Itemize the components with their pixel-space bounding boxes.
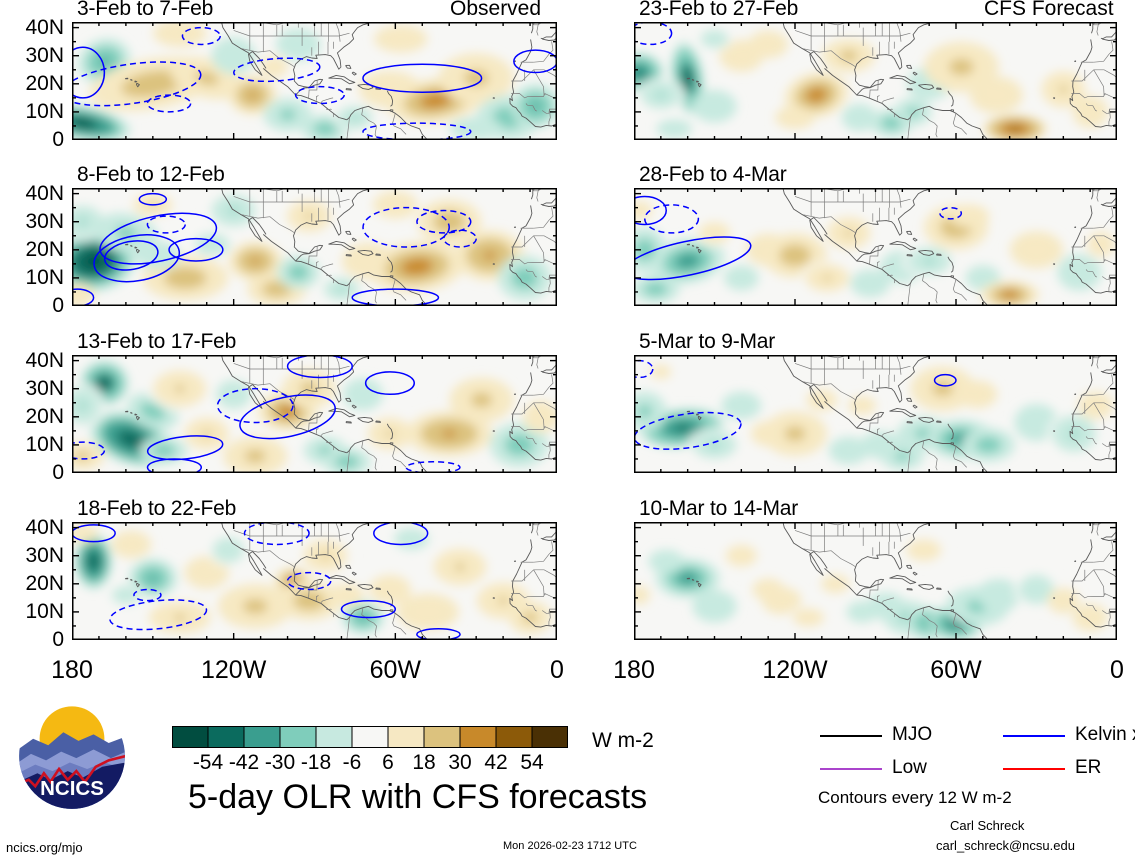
legend-label: Kelvin x2 xyxy=(1075,724,1135,745)
main-title: 5-day OLR with CFS forecasts xyxy=(188,778,648,816)
colorbar-units: W m-2 xyxy=(592,729,654,752)
panel-title-p7: 5-Mar to 9-Mar xyxy=(639,330,776,353)
panel-title-p6: 28-Feb to 4-Mar xyxy=(639,163,787,186)
x-tick-label: 0 xyxy=(550,656,564,684)
panel-title-p8: 10-Mar to 14-Mar xyxy=(639,497,799,520)
y-tick-label: 0 xyxy=(52,461,64,484)
column-header-cfs-forecast: CFS Forecast xyxy=(984,0,1114,20)
y-tick-label: 30N xyxy=(25,43,64,67)
legend-line-er xyxy=(1003,768,1065,770)
x-tick-label: 180 xyxy=(51,656,93,684)
map-panel-p5 xyxy=(634,22,1117,140)
y-tick-label: 20N xyxy=(25,571,64,595)
y-tick-label: 0 xyxy=(52,628,64,651)
panel-title-p1: 3-Feb to 7-Feb xyxy=(77,0,214,20)
y-tick-label: 10N xyxy=(25,599,64,623)
colorbar-tick-label: 6 xyxy=(382,751,394,774)
x-tick-label: 60W xyxy=(930,656,982,684)
panel-title-p5: 23-Feb to 27-Feb xyxy=(639,0,799,20)
map-canvas-p6 xyxy=(634,188,1117,306)
colorbar-tick-label: 18 xyxy=(412,751,436,774)
ncics-logo: NCICS xyxy=(18,702,126,810)
colorbar-tick-label: -18 xyxy=(300,751,332,774)
legend-line-kelvin-x2 xyxy=(1003,735,1065,737)
map-panel-p7 xyxy=(634,355,1117,473)
colorbar-tick-label: -42 xyxy=(228,751,260,774)
panel-title-p2: 8-Feb to 12-Feb xyxy=(77,163,225,186)
legend-line-mjo xyxy=(820,735,882,737)
x-tick-label: 180 xyxy=(613,656,655,684)
map-canvas-p5 xyxy=(634,22,1117,140)
y-tick-label: 0 xyxy=(52,294,64,317)
y-tick-label: 40N xyxy=(25,515,64,539)
x-tick-label: 120W xyxy=(201,656,267,684)
colorbar-tick-label: -30 xyxy=(264,751,296,774)
y-tick-label: 20N xyxy=(25,237,64,261)
x-tick-label: 60W xyxy=(369,656,422,684)
y-tick-label: 20N xyxy=(25,71,64,95)
colorbar-tick-label: -6 xyxy=(342,751,362,774)
map-panel-p1 xyxy=(72,22,557,140)
y-tick-label: 30N xyxy=(25,376,64,400)
colorbar xyxy=(172,726,568,748)
author-email: carl_schreck@ncsu.edu xyxy=(936,838,1075,853)
site-url[interactable]: ncics.org/mjo xyxy=(6,840,83,855)
panel-title-p3: 13-Feb to 17-Feb xyxy=(77,330,237,353)
legend-label: Low xyxy=(892,757,927,778)
colorbar-tick-label: -54 xyxy=(192,751,224,774)
contour-interval-note: Contours every 12 W m-2 xyxy=(818,788,1012,807)
map-canvas-p8 xyxy=(634,522,1117,640)
legend-label: ER xyxy=(1075,757,1102,778)
legend-line-low xyxy=(820,768,882,770)
x-tick-label: 0 xyxy=(1110,656,1124,684)
map-canvas-p7 xyxy=(634,355,1117,473)
map-canvas-p4 xyxy=(72,522,557,640)
y-tick-label: 30N xyxy=(25,543,64,567)
map-panel-p4 xyxy=(72,522,557,640)
y-tick-label: 10N xyxy=(25,432,64,456)
map-panel-p6 xyxy=(634,188,1117,306)
author-name: Carl Schreck xyxy=(950,818,1025,833)
map-panel-p2 xyxy=(72,188,557,306)
colorbar-tick-label: 30 xyxy=(448,751,472,774)
colorbar-tick-label: 42 xyxy=(484,751,508,774)
x-tick-label: 120W xyxy=(762,656,828,684)
y-tick-label: 0 xyxy=(52,128,64,151)
legend-label: MJO xyxy=(892,724,933,745)
timestamp: Mon 2026-02-23 1712 UTC xyxy=(503,840,637,852)
map-canvas-p3 xyxy=(72,355,557,473)
y-tick-label: 10N xyxy=(25,99,64,123)
panel-title-p4: 18-Feb to 22-Feb xyxy=(77,497,237,520)
y-tick-label: 30N xyxy=(25,209,64,233)
colorbar-tick-label: 54 xyxy=(520,751,544,774)
map-panel-p3 xyxy=(72,355,557,473)
map-panel-p8 xyxy=(634,522,1117,640)
y-tick-label: 40N xyxy=(25,348,64,372)
map-canvas-p1 xyxy=(72,22,557,140)
y-tick-label: 10N xyxy=(25,265,64,289)
svg-text:NCICS: NCICS xyxy=(40,777,104,800)
column-header-observed: Observed xyxy=(450,0,542,20)
y-tick-label: 40N xyxy=(25,15,64,39)
y-tick-label: 40N xyxy=(25,181,64,205)
map-canvas-p2 xyxy=(72,188,557,306)
y-tick-label: 20N xyxy=(25,404,64,428)
